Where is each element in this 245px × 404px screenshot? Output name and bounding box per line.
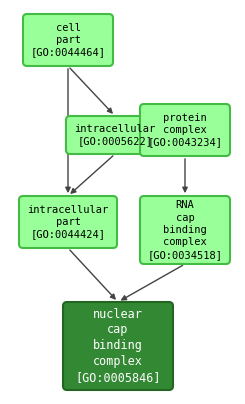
- FancyBboxPatch shape: [19, 196, 117, 248]
- Text: protein
complex
[GO:0043234]: protein complex [GO:0043234]: [147, 113, 222, 147]
- Text: intracellular
part
[GO:0044424]: intracellular part [GO:0044424]: [27, 204, 109, 240]
- FancyBboxPatch shape: [23, 14, 113, 66]
- FancyBboxPatch shape: [63, 302, 173, 390]
- FancyBboxPatch shape: [140, 104, 230, 156]
- FancyBboxPatch shape: [66, 116, 164, 154]
- Text: nuclear
cap
binding
complex
[GO:0005846]: nuclear cap binding complex [GO:0005846]: [75, 307, 161, 385]
- Text: RNA
cap
binding
complex
[GO:0034518]: RNA cap binding complex [GO:0034518]: [147, 200, 222, 260]
- Text: intracellular
[GO:0005622]: intracellular [GO:0005622]: [74, 124, 156, 146]
- Text: cell
part
[GO:0044464]: cell part [GO:0044464]: [30, 23, 106, 57]
- FancyBboxPatch shape: [140, 196, 230, 264]
